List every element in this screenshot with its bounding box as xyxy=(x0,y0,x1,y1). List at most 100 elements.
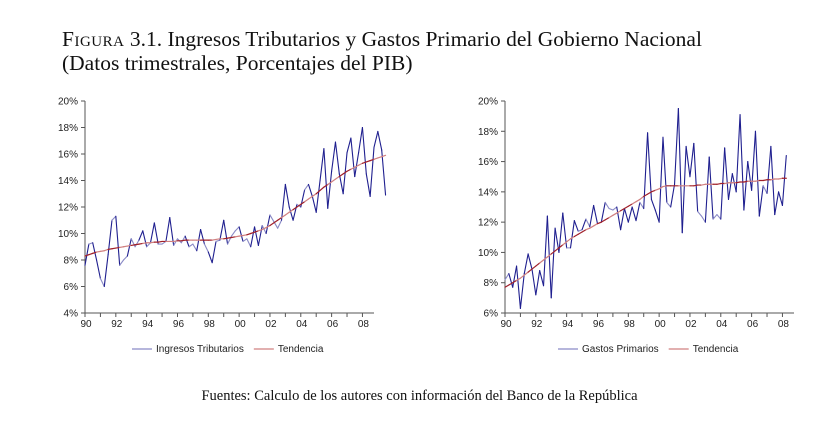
figure-title-line: Figura 3.1. Ingresos Tributarios y Gasto… xyxy=(62,27,702,51)
series-segment xyxy=(685,145,691,178)
series-segment xyxy=(354,152,360,178)
series-segment xyxy=(327,170,333,209)
y-tick-label: 16% xyxy=(58,150,78,161)
trend-segment xyxy=(612,212,618,216)
figure-label: Figura xyxy=(62,27,125,51)
series-segment xyxy=(670,183,676,208)
trend-segment xyxy=(581,229,587,233)
legend: Gastos Primarios Tendencia xyxy=(558,344,739,355)
trend-segment xyxy=(693,184,699,187)
series-segment xyxy=(358,126,363,154)
legend-label: Tendencia xyxy=(693,344,739,355)
trend-segment xyxy=(261,226,267,231)
series-segment xyxy=(381,149,387,196)
trend-segment xyxy=(616,210,622,214)
series-segment xyxy=(542,215,548,287)
series-segment xyxy=(558,212,564,253)
trend-segment xyxy=(284,211,290,216)
series-segment xyxy=(681,145,687,234)
series-segment xyxy=(103,254,109,288)
trend-segment xyxy=(569,235,575,240)
trend-segment xyxy=(365,160,371,163)
series-segment xyxy=(604,201,610,210)
series-segment xyxy=(616,206,622,231)
series-segment xyxy=(577,229,583,232)
series-segment xyxy=(766,145,772,194)
trend-segment xyxy=(512,279,518,284)
series-segment xyxy=(188,243,194,248)
trend-segment xyxy=(84,254,90,257)
series-segment xyxy=(593,204,599,225)
series-segment xyxy=(608,207,614,211)
series-segment xyxy=(627,206,633,223)
trend-segment xyxy=(142,242,148,245)
series-segment xyxy=(666,201,672,208)
series-segment xyxy=(238,226,244,242)
series-segment xyxy=(677,108,683,234)
series-segment xyxy=(612,206,618,211)
series-segment xyxy=(350,137,356,178)
x-tick-label: 02 xyxy=(685,319,697,330)
series-segment xyxy=(288,206,294,221)
figure-number: 3.1. xyxy=(129,27,163,51)
trend-segment xyxy=(292,206,298,211)
series-segment xyxy=(697,210,703,217)
series-segment xyxy=(361,126,367,175)
series-segment xyxy=(284,183,290,208)
trend-segment xyxy=(296,203,302,208)
series-segment xyxy=(184,235,190,248)
y-tick-label: 6% xyxy=(64,282,79,293)
y-tick-label: 18% xyxy=(58,123,78,134)
series-segment xyxy=(319,148,325,182)
trend-segment xyxy=(754,179,760,182)
trend-segment xyxy=(646,191,653,195)
trend-segment xyxy=(577,231,583,235)
trend-segment xyxy=(650,189,656,193)
trend-segment xyxy=(273,219,279,224)
y-tick-label: 20% xyxy=(58,97,78,108)
figure-caption: Figura 3.1. Ingresos Tributarios y Gasto… xyxy=(62,27,702,75)
series-segment xyxy=(650,198,656,211)
series-segment xyxy=(334,141,340,175)
series-segment xyxy=(126,238,132,257)
trend-segment xyxy=(542,256,548,261)
series-segment xyxy=(654,209,660,223)
series-line xyxy=(84,126,387,288)
series-segment xyxy=(192,243,198,252)
trend-segment xyxy=(724,182,730,185)
series-segment xyxy=(311,195,317,213)
series-segment xyxy=(762,185,768,194)
series-segment xyxy=(512,265,518,288)
y-tick-label: 4% xyxy=(64,309,79,320)
series-segment xyxy=(519,273,525,310)
trend-segment xyxy=(126,244,132,247)
series-segment xyxy=(165,217,171,242)
series-segment xyxy=(119,259,125,266)
x-tick-label: 94 xyxy=(142,319,154,330)
trend-segment xyxy=(381,154,387,158)
series-segment xyxy=(280,183,286,221)
series-segment xyxy=(115,215,121,266)
x-tick-label: 94 xyxy=(562,319,574,330)
series-segment xyxy=(673,108,679,185)
series-segment xyxy=(531,268,537,296)
trend-segment xyxy=(508,282,514,286)
trend-segment xyxy=(608,214,614,219)
series-segment xyxy=(716,214,722,220)
series-segment xyxy=(620,207,626,231)
series-segment xyxy=(774,191,780,216)
series-segment xyxy=(523,253,529,275)
series-segment xyxy=(747,161,753,191)
trend-segment xyxy=(246,232,252,236)
series-segment xyxy=(693,142,699,213)
trend-segment xyxy=(369,158,375,162)
y-tick-label: 18% xyxy=(478,127,498,138)
trend-segment xyxy=(265,224,271,229)
trend-segment xyxy=(523,271,529,276)
series-segment xyxy=(307,183,313,197)
trend-segment xyxy=(238,234,244,237)
y-tick-label: 8% xyxy=(64,256,79,267)
series-segment xyxy=(581,218,587,231)
trend-segment xyxy=(373,157,379,160)
trend-segment xyxy=(627,203,633,207)
